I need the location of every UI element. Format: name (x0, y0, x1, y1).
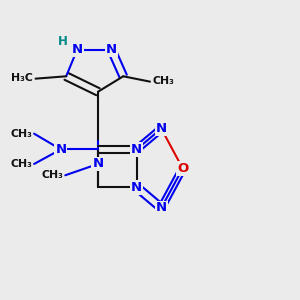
Text: N: N (106, 43, 117, 56)
Text: CH₃: CH₃ (152, 76, 174, 86)
Text: N: N (156, 122, 167, 135)
Text: CH₃: CH₃ (42, 170, 64, 180)
Text: N: N (72, 43, 83, 56)
Text: H: H (58, 35, 68, 48)
Text: CH₃: CH₃ (11, 159, 33, 169)
Text: O: O (177, 162, 188, 175)
Text: CH₃: CH₃ (11, 129, 33, 139)
Text: H₃C: H₃C (11, 73, 33, 83)
Text: N: N (131, 181, 142, 194)
Text: N: N (55, 143, 66, 156)
Text: N: N (92, 158, 104, 170)
Text: N: N (131, 143, 142, 156)
Text: N: N (156, 202, 167, 214)
